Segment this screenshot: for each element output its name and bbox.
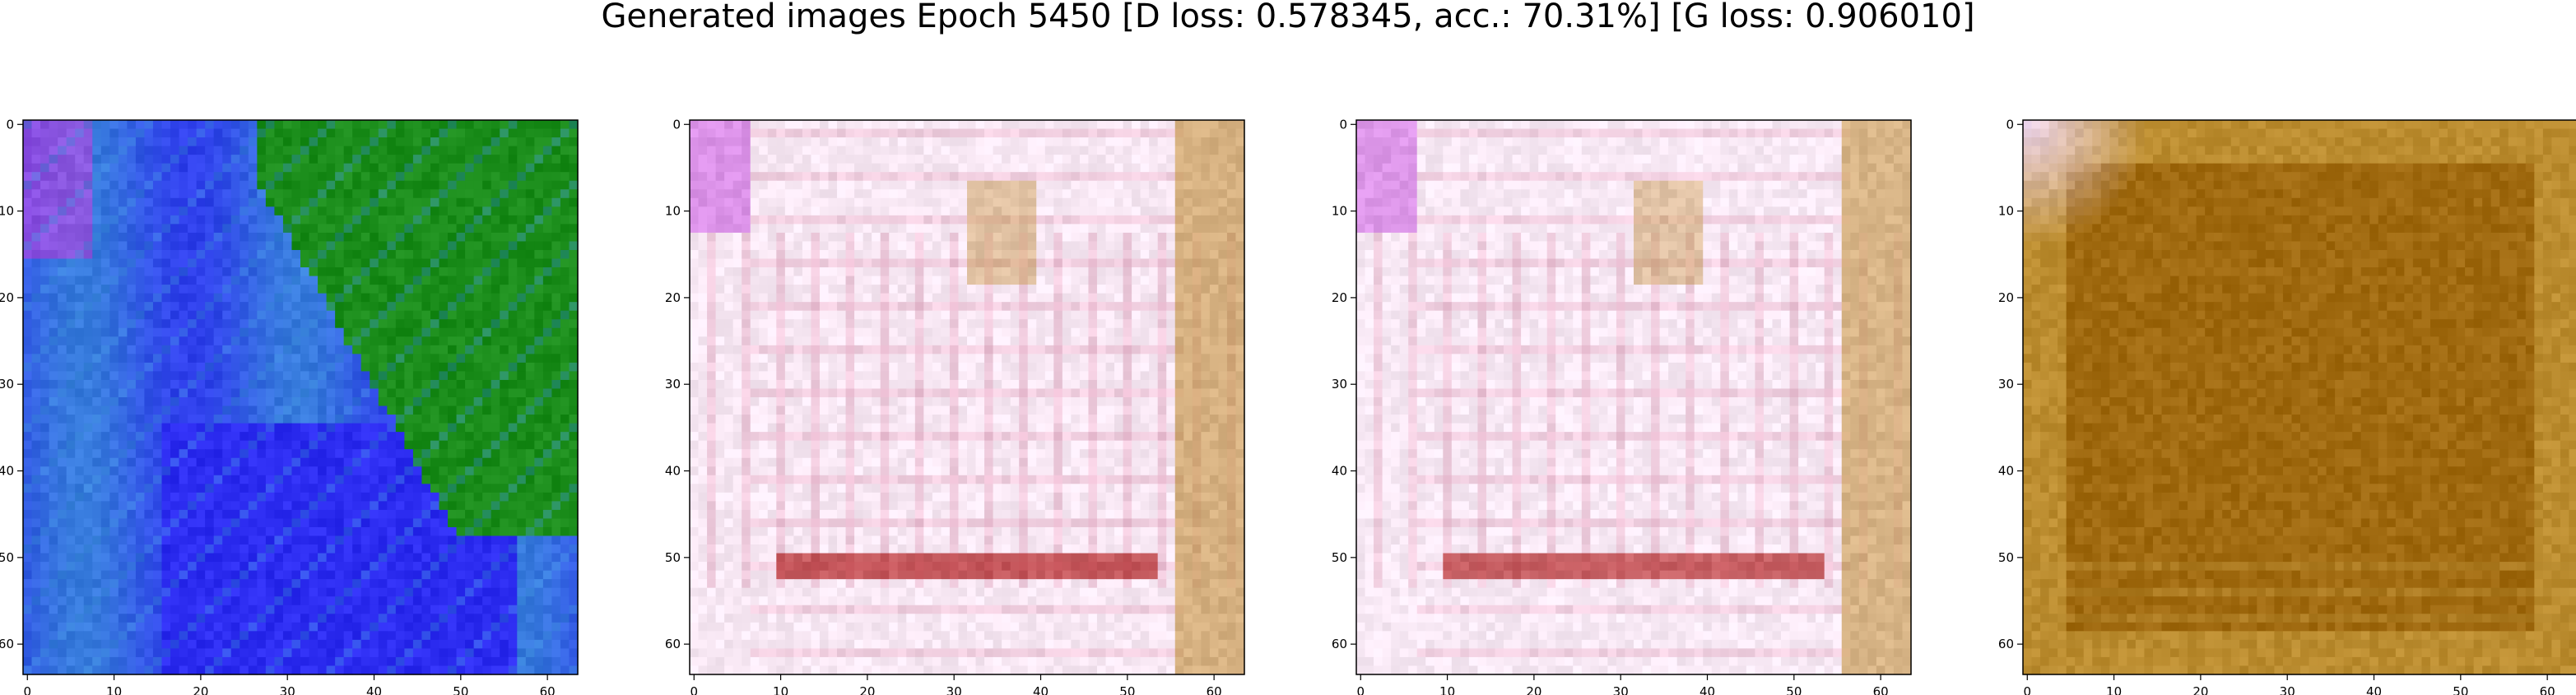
y-tick-label: 30 (1998, 377, 2014, 392)
y-tick-label: 10 (665, 204, 681, 219)
x-tick-label: 10 (106, 684, 122, 695)
y-tick-label: 50 (1332, 550, 1347, 565)
y-tick-label: 0 (6, 117, 14, 132)
x-tick-label: 40 (2366, 684, 2382, 695)
image-pixels (690, 120, 1245, 675)
x-tick-label: 0 (1356, 684, 1365, 695)
axes-frame (689, 119, 1245, 675)
x-tick-label: 50 (1119, 684, 1135, 695)
y-tick-label: 0 (1339, 117, 1347, 132)
y-tick-label: 0 (672, 117, 681, 132)
x-tick-label: 10 (1439, 684, 1455, 695)
figure-title: Generated images Epoch 5450 [D loss: 0.5… (601, 0, 1975, 35)
y-tick-label: 40 (1998, 464, 2014, 479)
axes-frame (22, 119, 579, 675)
y-tick-label: 50 (0, 550, 14, 565)
x-tick-label: 10 (2106, 684, 2122, 695)
y-tick-label: 50 (1998, 550, 2014, 565)
x-tick-label: 60 (540, 684, 556, 695)
image-pixels (2023, 120, 2576, 675)
y-tick-label: 40 (1332, 464, 1347, 479)
x-tick-label: 60 (1873, 684, 1889, 695)
x-tick-label: 40 (366, 684, 382, 695)
y-tick-label: 60 (665, 637, 681, 651)
x-tick-label: 0 (2023, 684, 2031, 695)
x-tick-label: 40 (1700, 684, 1715, 695)
x-tick-label: 60 (2540, 684, 2555, 695)
y-tick-label: 50 (665, 550, 681, 565)
axes-frame (2022, 119, 2576, 675)
x-tick-label: 20 (2192, 684, 2208, 695)
y-tick-label: 60 (0, 637, 14, 651)
x-tick-label: 50 (1786, 684, 1802, 695)
y-tick-label: 0 (2006, 117, 2014, 132)
x-tick-label: 30 (2280, 684, 2295, 695)
y-tick-label: 30 (0, 377, 14, 392)
image-pixels (23, 120, 579, 675)
x-tick-label: 50 (453, 684, 468, 695)
x-tick-label: 30 (1613, 684, 1629, 695)
y-tick-label: 60 (1332, 637, 1347, 651)
y-tick-label: 10 (0, 204, 14, 219)
x-tick-label: 60 (1207, 684, 1222, 695)
x-tick-label: 30 (946, 684, 962, 695)
x-tick-label: 0 (23, 684, 31, 695)
y-tick-label: 20 (1332, 290, 1347, 305)
x-tick-label: 30 (280, 684, 295, 695)
image-pixels (1356, 120, 1912, 675)
x-tick-label: 40 (1033, 684, 1049, 695)
axes-frame (1355, 119, 1912, 675)
y-tick-label: 20 (0, 290, 14, 305)
x-tick-label: 20 (1526, 684, 1541, 695)
y-tick-label: 20 (665, 290, 681, 305)
y-tick-label: 40 (665, 464, 681, 479)
y-tick-label: 20 (1998, 290, 2014, 305)
x-tick-label: 20 (193, 684, 208, 695)
y-tick-label: 30 (1332, 377, 1347, 392)
y-tick-label: 60 (1998, 637, 2014, 651)
y-tick-label: 10 (1998, 204, 2014, 219)
x-tick-label: 10 (773, 684, 788, 695)
x-tick-label: 0 (690, 684, 698, 695)
x-tick-label: 20 (859, 684, 875, 695)
y-tick-label: 30 (665, 377, 681, 392)
y-tick-label: 10 (1332, 204, 1347, 219)
y-tick-label: 40 (0, 464, 14, 479)
x-tick-label: 50 (2453, 684, 2468, 695)
